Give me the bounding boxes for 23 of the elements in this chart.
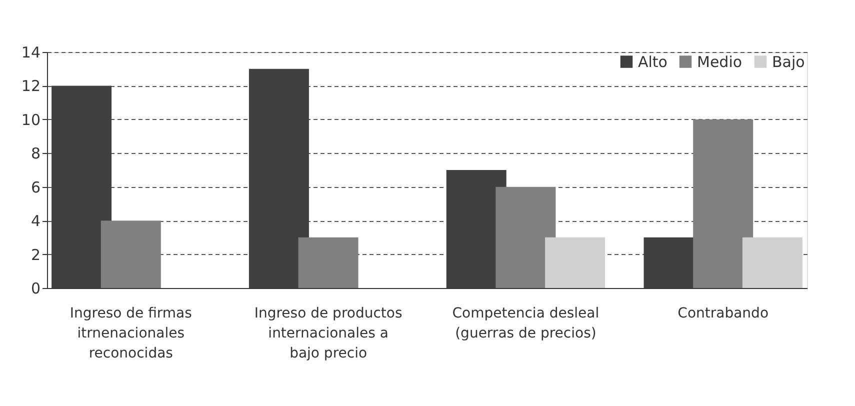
x-tick-label: Competencia desleal (guerras de precios) (452, 306, 600, 342)
bar (742, 237, 802, 288)
bar (248, 68, 309, 288)
bar (52, 86, 112, 288)
y-tick-label: 2 (30, 246, 40, 264)
legend-label: Alto (638, 52, 668, 71)
x-tick-label: Ingreso de firmas itrnenacionales reconocidas (70, 306, 192, 362)
bar (496, 186, 556, 288)
x-tick-label: Ingreso de productos internacionales a bajo precio (254, 306, 402, 362)
bar (100, 220, 161, 288)
y-tick-label: 12 (21, 77, 40, 96)
y-tick-label: 10 (21, 110, 40, 129)
y-tick-label: 4 (30, 212, 40, 230)
y-tick-label: 8 (30, 144, 40, 163)
bar (693, 119, 754, 288)
legend-label: Medio (697, 52, 742, 71)
y-tick-label: 6 (30, 178, 40, 196)
bar (545, 237, 606, 288)
bar (298, 237, 358, 288)
legend-label: Bajo (772, 52, 805, 71)
y-tick-label: 0 (30, 280, 40, 298)
x-tick-label: Contrabando (678, 306, 769, 322)
y-tick-label: 14 (21, 44, 40, 62)
